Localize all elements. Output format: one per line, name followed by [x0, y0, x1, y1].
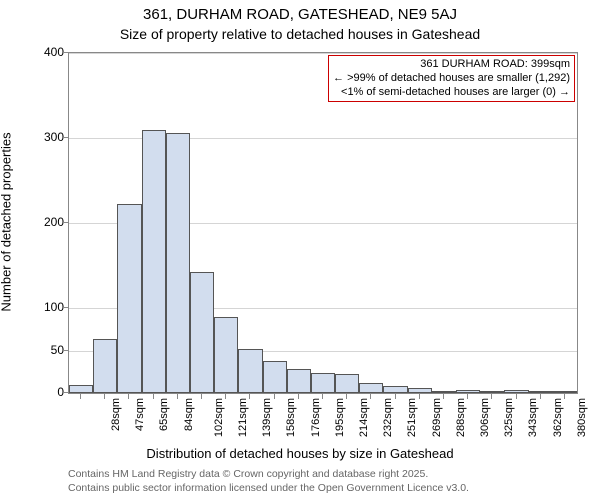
x-tick-label: 325sqm: [503, 398, 515, 437]
histogram-bar: [117, 204, 141, 393]
chart-title-sub: Size of property relative to detached ho…: [0, 26, 600, 42]
histogram-bar: [456, 390, 480, 393]
histogram-bar: [69, 385, 93, 394]
y-tick-label: 0: [24, 385, 64, 399]
x-tick-label: 84sqm: [183, 398, 195, 431]
x-tick-mark: [346, 394, 347, 399]
y-axis-label: Number of detached properties: [0, 132, 14, 311]
histogram-bar: [529, 391, 553, 393]
x-tick-mark: [128, 394, 129, 399]
x-tick-label: 232sqm: [382, 398, 394, 437]
x-tick-mark: [322, 394, 323, 399]
x-tick-mark: [467, 394, 468, 399]
x-tick-mark: [491, 394, 492, 399]
x-tick-mark: [370, 394, 371, 399]
x-tick-mark: [516, 394, 517, 399]
chart-container: 361, DURHAM ROAD, GATESHEAD, NE9 5AJ Siz…: [0, 0, 600, 500]
gridline: [69, 393, 577, 394]
histogram-bar: [166, 133, 190, 393]
footer-line-1: Contains HM Land Registry data © Crown c…: [68, 468, 428, 480]
x-tick-label: 121sqm: [237, 398, 249, 437]
footer-line-2: Contains public sector information licen…: [68, 482, 469, 494]
x-tick-label: 28sqm: [110, 398, 122, 431]
x-tick-label: 251sqm: [407, 398, 419, 437]
x-tick-label: 102sqm: [213, 398, 225, 437]
x-tick-label: 195sqm: [334, 398, 346, 437]
x-tick-label: 380sqm: [576, 398, 588, 437]
histogram-bar: [190, 272, 214, 393]
chart-title-main: 361, DURHAM ROAD, GATESHEAD, NE9 5AJ: [0, 6, 600, 23]
x-axis-label: Distribution of detached houses by size …: [0, 446, 600, 461]
annotation-line3: <1% of semi-detached houses are larger (…: [333, 86, 570, 100]
x-tick-mark: [298, 394, 299, 399]
histogram-bar: [142, 130, 166, 394]
x-tick-mark: [249, 394, 250, 399]
gridline: [69, 53, 577, 54]
annotation-box: 361 DURHAM ROAD: 399sqm ← >99% of detach…: [328, 55, 575, 102]
histogram-bar: [359, 383, 383, 393]
y-tick-label: 400: [24, 45, 64, 59]
histogram-bar: [214, 317, 238, 394]
x-tick-label: 269sqm: [431, 398, 443, 437]
x-tick-label: 362sqm: [552, 398, 564, 437]
histogram-bar: [432, 391, 456, 393]
x-tick-mark: [104, 394, 105, 399]
histogram-bar: [553, 391, 577, 393]
histogram-bar: [93, 339, 117, 393]
x-tick-mark: [225, 394, 226, 399]
histogram-bar: [287, 369, 311, 393]
y-tick-label: 200: [24, 215, 64, 229]
x-tick-label: 214sqm: [358, 398, 370, 437]
x-tick-label: 343sqm: [527, 398, 539, 437]
histogram-bar: [408, 388, 432, 393]
x-tick-mark: [395, 394, 396, 399]
x-tick-label: 176sqm: [310, 398, 322, 437]
x-tick-mark: [274, 394, 275, 399]
x-tick-mark: [177, 394, 178, 399]
histogram-bar: [238, 349, 262, 393]
x-tick-label: 65sqm: [159, 398, 171, 431]
x-tick-mark: [564, 394, 565, 399]
plot-area: 361 DURHAM ROAD: 399sqm ← >99% of detach…: [68, 52, 578, 394]
x-tick-mark: [153, 394, 154, 399]
y-tick-label: 100: [24, 300, 64, 314]
x-tick-mark: [443, 394, 444, 399]
histogram-bar: [383, 386, 407, 393]
x-tick-label: 306sqm: [479, 398, 491, 437]
annotation-line1: 361 DURHAM ROAD: 399sqm: [333, 58, 570, 72]
histogram-bar: [504, 390, 528, 393]
x-tick-label: 288sqm: [455, 398, 467, 437]
histogram-bar: [335, 374, 359, 393]
histogram-bar: [311, 373, 335, 393]
x-tick-label: 47sqm: [134, 398, 146, 431]
annotation-line2: ← >99% of detached houses are smaller (1…: [333, 72, 570, 86]
y-tick-label: 300: [24, 130, 64, 144]
x-tick-mark: [419, 394, 420, 399]
x-tick-mark: [201, 394, 202, 399]
y-tick-label: 50: [24, 343, 64, 357]
x-tick-mark: [80, 394, 81, 399]
x-tick-label: 158sqm: [286, 398, 298, 437]
x-tick-label: 139sqm: [261, 398, 273, 437]
histogram-bar: [263, 361, 287, 393]
histogram-bar: [480, 391, 504, 393]
x-tick-mark: [540, 394, 541, 399]
